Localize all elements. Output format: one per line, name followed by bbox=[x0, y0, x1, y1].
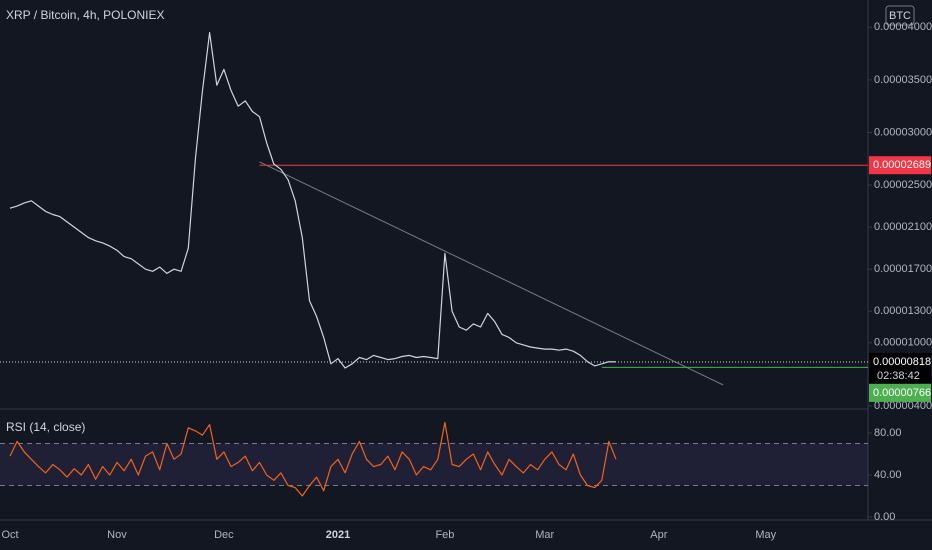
x-tick-label: May bbox=[755, 529, 776, 541]
y-tick-label: 0.00003500 bbox=[874, 74, 932, 86]
x-tick-label: 2021 bbox=[326, 529, 350, 541]
y2-tick-label: 40.00 bbox=[874, 469, 902, 481]
currency-button-label[interactable]: BTC bbox=[889, 10, 911, 22]
y-tick-label: 0.00001000 bbox=[874, 337, 932, 349]
x-tick-label: Nov bbox=[107, 529, 127, 541]
countdown: 02:38:42 bbox=[877, 370, 920, 382]
currency-button[interactable]: BTC bbox=[885, 5, 915, 26]
price-line-label: 0.00002689 bbox=[873, 159, 931, 171]
x-tick-label: Feb bbox=[435, 529, 454, 541]
price-line-label-box bbox=[869, 383, 931, 402]
price-line-label-box bbox=[869, 156, 931, 175]
trendline bbox=[259, 161, 724, 386]
last-price-box bbox=[869, 352, 931, 383]
price-line-label: 0.00000766 bbox=[873, 387, 931, 399]
x-tick-label: Apr bbox=[650, 529, 667, 541]
y-tick-label: 0.00002500 bbox=[874, 179, 932, 191]
y2-tick-label: 0.00 bbox=[874, 511, 895, 523]
y-tick-label: 0.00004000 bbox=[874, 21, 932, 33]
y-tick-label: 0.00003000 bbox=[874, 126, 932, 138]
rsi-label: RSI (14, close) bbox=[6, 420, 85, 434]
y-tick-label: 0.00001300 bbox=[874, 305, 932, 317]
rsi-line bbox=[9, 421, 617, 497]
chart-title: XRP / Bitcoin, 4h, POLONIEX bbox=[6, 8, 165, 22]
y-tick-label: 0.00001700 bbox=[874, 263, 932, 275]
price-line-series bbox=[9, 32, 617, 369]
x-tick-label: Mar bbox=[535, 529, 554, 541]
currency-button-frame[interactable] bbox=[885, 5, 915, 26]
last-price-label: 0.00000818 bbox=[873, 356, 931, 368]
x-tick-label: Dec bbox=[214, 529, 234, 541]
y-tick-label: 0.00002100 bbox=[874, 221, 932, 233]
y-tick-label: 0.00000400 bbox=[874, 400, 932, 412]
x-tick-label: Oct bbox=[1, 529, 18, 541]
y2-tick-label: 80.00 bbox=[874, 427, 902, 439]
